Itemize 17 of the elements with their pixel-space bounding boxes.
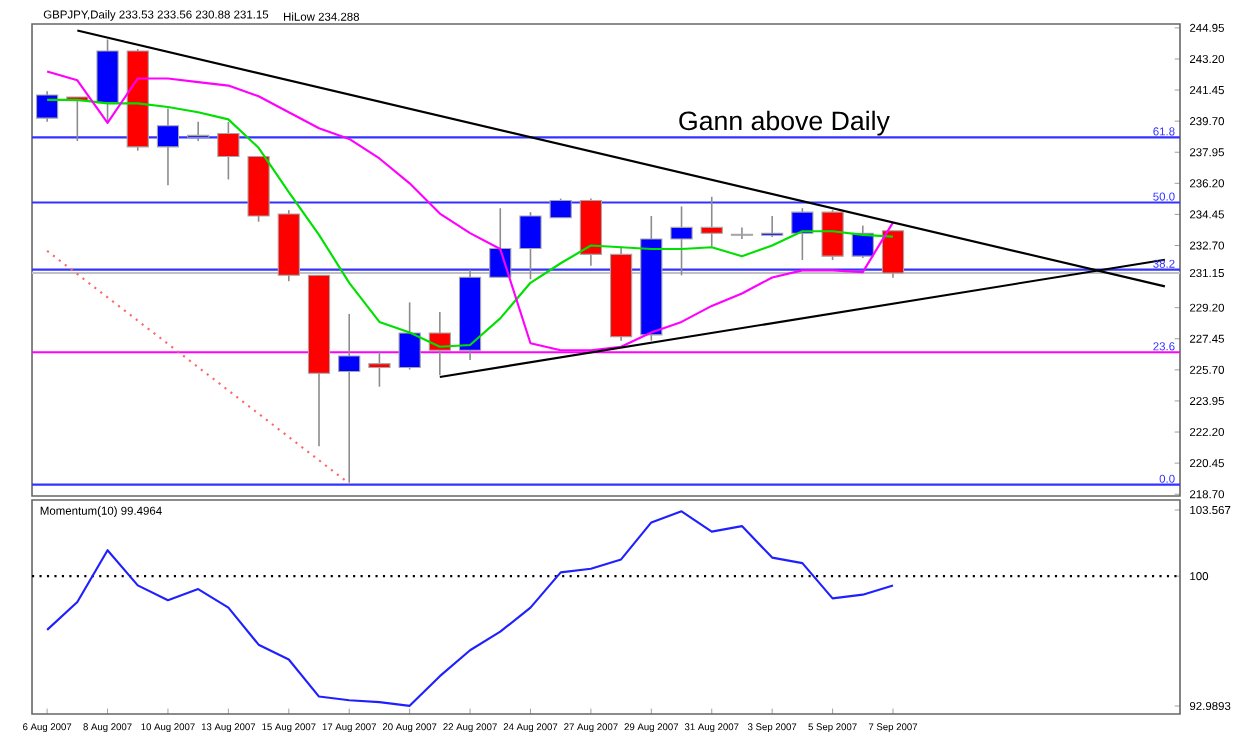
candlestick xyxy=(217,121,240,181)
text: Gann above Daily xyxy=(679,110,890,136)
candlestick xyxy=(338,313,361,484)
candlestick xyxy=(549,197,572,219)
candlestick xyxy=(881,229,905,279)
candlestick xyxy=(187,121,210,142)
candlestick xyxy=(791,207,814,261)
candlestick xyxy=(519,211,542,281)
candlestick xyxy=(821,209,844,261)
candlestick xyxy=(36,90,59,123)
candlestick xyxy=(730,226,754,240)
candlestick xyxy=(670,205,693,277)
candlestick xyxy=(398,301,421,371)
candlestick xyxy=(156,107,180,187)
candlestick xyxy=(368,351,391,388)
candlestick xyxy=(700,196,723,248)
candlestick xyxy=(761,215,784,238)
